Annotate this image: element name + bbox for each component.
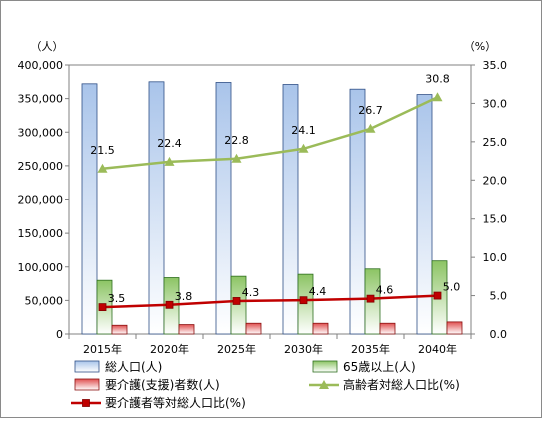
care-ratio-marker xyxy=(98,303,107,312)
axes-layer: 0 50,000 100,000 150,000 200,000 250,000 300,0… xyxy=(18,40,508,356)
legend-label: 要介護者等対総人口比(%) xyxy=(105,395,246,410)
left-axis-tick-label: 150,000 xyxy=(18,227,64,240)
left-axis-tick-label: 0 xyxy=(56,328,63,341)
total-population-bar xyxy=(81,83,98,335)
left-axis-tick-label: 200,000 xyxy=(18,194,64,207)
bars-layer xyxy=(81,81,463,335)
plot-area-border xyxy=(68,64,472,335)
elderly-ratio-data-label: 22.8 xyxy=(224,134,249,147)
care-needed-bar xyxy=(245,322,262,335)
elderly-ratio-marker xyxy=(231,153,242,163)
right-axis-tick-label: 5.0 xyxy=(490,290,508,303)
total-population-bar xyxy=(282,84,299,335)
data-labels-layer: 21.5 22.4 22.8 24.1 26.7 30.8 3.5 3.8 4.3 4.4 4.6 5… xyxy=(90,72,460,305)
left-axis-unit: （人） xyxy=(31,40,64,53)
total-population-bar xyxy=(349,88,366,335)
total-population-bar xyxy=(416,94,433,335)
legend-swatch xyxy=(74,378,100,391)
left-axis-tick-label: 100,000 xyxy=(18,261,64,274)
care-ratio-data-label: 5.0 xyxy=(443,281,461,294)
care-ratio-data-label: 4.3 xyxy=(242,286,260,299)
x-axis-tick-label: 2030年 xyxy=(284,342,323,356)
total-population-bar xyxy=(215,82,232,335)
care-ratio-marker xyxy=(366,294,375,303)
right-axis-tick-label: 35.0 xyxy=(483,59,508,72)
right-axis-unit: （%） xyxy=(464,40,496,53)
care-ratio-line xyxy=(102,294,438,309)
elderly-ratio-marker xyxy=(365,123,376,133)
care-needed-bar xyxy=(111,324,128,335)
legend-label: 総人口(人) xyxy=(105,360,162,374)
care-needed-bar xyxy=(379,322,396,335)
x-axis-tick-label: 2015年 xyxy=(83,342,122,356)
x-axis-tick-label: 2020年 xyxy=(150,342,189,356)
elderly-ratio-marker xyxy=(432,92,443,102)
right-axis-tick-label: 10.0 xyxy=(483,251,508,264)
left-axis-tick-label: 400,000 xyxy=(18,59,64,72)
elderly-ratio-line xyxy=(102,96,439,171)
right-axis-tick-label: 15.0 xyxy=(483,213,508,226)
legend-marker xyxy=(319,380,329,389)
legend-label: 65歳以上(人) xyxy=(343,360,416,374)
legend-swatch xyxy=(312,360,338,373)
legend-marker xyxy=(82,399,90,407)
care-needed-bar xyxy=(178,324,195,335)
lines-layer xyxy=(97,92,443,312)
care-needed-bar xyxy=(312,322,329,335)
legend: 総人口(人) 65歳以上(人) 要介護(支援)者数(人) 高齢者対総人口比(%) 要介護… xyxy=(71,360,460,410)
left-axis-tick-label: 50,000 xyxy=(25,294,64,307)
right-axis-tick-label: 0.0 xyxy=(490,328,508,341)
care-ratio-marker xyxy=(165,300,174,309)
care-needed-bar xyxy=(446,321,463,335)
care-ratio-marker xyxy=(299,296,308,305)
left-axis-tick-label: 250,000 xyxy=(18,160,64,173)
x-axis-tick-label: 2040年 xyxy=(418,342,457,356)
care-ratio-data-label: 3.5 xyxy=(108,292,126,305)
elderly-ratio-data-label: 26.7 xyxy=(358,104,383,117)
left-axis-tick-label: 350,000 xyxy=(18,93,64,106)
care-ratio-marker xyxy=(232,297,241,305)
right-axis-tick-label: 20.0 xyxy=(483,174,508,187)
x-axis-tick-label: 2035年 xyxy=(351,342,390,356)
right-axis-tick-label: 30.0 xyxy=(483,97,508,110)
elderly-ratio-marker xyxy=(97,163,108,173)
x-axis-tick-label: 2025年 xyxy=(217,342,256,356)
elderly-population-bar xyxy=(230,275,247,335)
care-ratio-data-label: 4.6 xyxy=(376,284,394,297)
legend-label: 要介護(支援)者数(人) xyxy=(105,377,220,392)
elderly-ratio-marker xyxy=(164,156,175,166)
elderly-ratio-marker xyxy=(298,143,309,153)
legend-label: 高齢者対総人口比(%) xyxy=(343,377,460,392)
care-ratio-marker xyxy=(433,291,442,300)
left-axis-tick-label: 300,000 xyxy=(18,126,64,139)
care-ratio-data-label: 3.8 xyxy=(175,290,193,303)
right-axis-tick-label: 25.0 xyxy=(483,136,508,149)
elderly-ratio-data-label: 22.4 xyxy=(157,137,182,150)
legend-swatch xyxy=(74,360,100,373)
total-population-bar xyxy=(148,81,165,335)
elderly-ratio-data-label: 24.1 xyxy=(291,124,316,137)
elderly-ratio-data-label: 21.5 xyxy=(90,144,115,157)
elderly-ratio-data-label: 30.8 xyxy=(425,72,450,85)
care-ratio-data-label: 4.4 xyxy=(309,285,327,298)
